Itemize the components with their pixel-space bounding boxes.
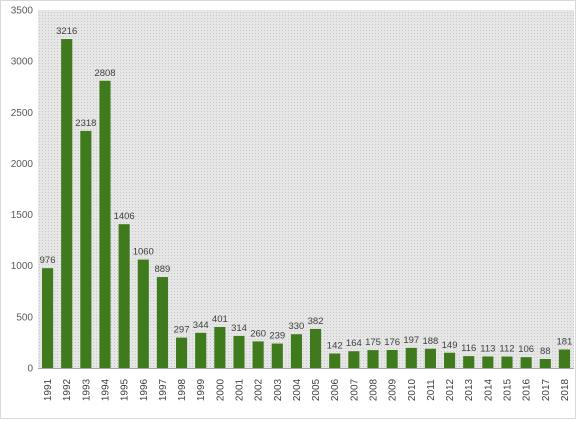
y-tick-label: 3500 (11, 6, 34, 17)
bar-1997 (156, 277, 168, 368)
bar-2015 (501, 356, 513, 368)
plot-area (38, 10, 574, 368)
y-axis: 0 500 1000 1500 2000 2500 3000 3500 (11, 6, 34, 375)
bar-2004 (290, 334, 302, 368)
data-label: 401 (212, 314, 228, 325)
y-tick-label: 3000 (11, 57, 34, 68)
bar-1993 (80, 130, 92, 368)
x-tick-label: 2009 (388, 378, 399, 401)
data-label: 1406 (114, 211, 135, 222)
x-tick-label: 2002 (254, 378, 265, 401)
bar-2011 (424, 348, 436, 368)
data-label: 142 (327, 340, 343, 351)
data-label: 260 (250, 328, 266, 339)
data-label: 113 (480, 343, 495, 354)
data-label: 889 (154, 264, 170, 275)
bar-1995 (118, 224, 130, 368)
data-label: 181 (556, 336, 572, 347)
bar-2012 (444, 352, 456, 368)
bar-2014 (482, 356, 494, 368)
x-tick-label: 1998 (177, 378, 188, 401)
y-tick-label: 500 (16, 312, 33, 323)
x-tick-label: 2008 (369, 378, 380, 401)
x-tick-label: 2012 (445, 378, 456, 401)
data-label: 1060 (133, 247, 154, 258)
data-label: 112 (499, 344, 514, 355)
data-label: 3216 (56, 26, 77, 37)
data-label: 382 (308, 316, 324, 327)
x-tick-label: 1991 (43, 378, 54, 401)
data-label: 239 (269, 331, 285, 342)
bar-2009 (386, 349, 398, 368)
bar-2000 (214, 326, 226, 368)
x-tick-label: 2014 (483, 378, 494, 401)
y-tick-label: 1500 (11, 210, 34, 221)
x-tick-label: 2011 (426, 379, 437, 401)
x-tick-label: 2010 (407, 378, 418, 401)
data-label: 976 (40, 255, 56, 266)
x-tick-label: 1992 (62, 378, 73, 401)
data-label: 164 (346, 338, 362, 349)
x-tick-label: 2017 (541, 378, 552, 401)
bar-1992 (61, 39, 73, 369)
bar-2010 (405, 347, 417, 368)
x-tick-label: 2016 (522, 378, 533, 401)
x-tick-label: 1999 (196, 378, 207, 401)
x-tick-label: 2007 (349, 378, 360, 401)
bar-2013 (463, 356, 475, 368)
y-tick-label: 1000 (11, 261, 34, 272)
bar-1991 (42, 268, 54, 368)
bar-1998 (176, 337, 188, 368)
x-tick-label: 2005 (311, 378, 322, 401)
y-tick-label: 0 (27, 364, 33, 375)
x-tick-label: 1997 (158, 378, 169, 401)
bar-1999 (195, 332, 207, 368)
bars (42, 39, 570, 369)
data-label: 314 (231, 323, 247, 334)
x-tick-label: 2015 (503, 378, 514, 401)
bar-2007 (348, 351, 360, 368)
y-tick-label: 2000 (11, 159, 34, 170)
x-tick-label: 2018 (560, 378, 571, 401)
bar-2017 (539, 358, 551, 368)
bar-2005 (310, 328, 322, 368)
x-tick-label: 1996 (139, 378, 150, 401)
data-label: 175 (365, 337, 381, 348)
bar-2003 (271, 343, 283, 368)
y-tick-label: 2500 (11, 108, 34, 119)
x-tick-label: 2000 (215, 378, 226, 401)
bar-1996 (137, 259, 149, 368)
data-label: 197 (403, 335, 419, 346)
data-label: 116 (461, 343, 476, 354)
x-tick-label: 1995 (120, 378, 131, 401)
bar-2002 (252, 341, 264, 368)
bar-2006 (329, 353, 341, 368)
data-label: 297 (174, 325, 190, 336)
x-axis: 1991 1992 1993 1994 1995 1996 1997 1998 1999 2000… (38, 368, 574, 401)
x-tick-label: 2004 (292, 378, 303, 401)
x-tick-label: 1994 (101, 378, 112, 401)
data-label: 344 (193, 320, 209, 331)
x-tick-label: 2013 (464, 378, 475, 401)
data-label: 106 (518, 344, 534, 355)
data-label: 330 (288, 321, 304, 332)
data-label: 2318 (75, 118, 96, 129)
data-label: 2808 (94, 68, 115, 79)
x-tick-label: 1993 (81, 378, 92, 401)
data-label: 149 (442, 340, 458, 351)
data-label: 88 (540, 346, 551, 357)
data-label: 176 (384, 337, 400, 348)
bar-2008 (367, 350, 379, 368)
x-tick-label: 2001 (235, 378, 246, 401)
data-label: 188 (422, 336, 438, 347)
bar-2001 (233, 335, 245, 368)
x-tick-label: 2006 (330, 378, 341, 401)
bar-2018 (558, 349, 570, 368)
x-tick-label: 2003 (273, 378, 284, 401)
bar-1994 (99, 80, 111, 369)
bar-2016 (520, 357, 532, 368)
